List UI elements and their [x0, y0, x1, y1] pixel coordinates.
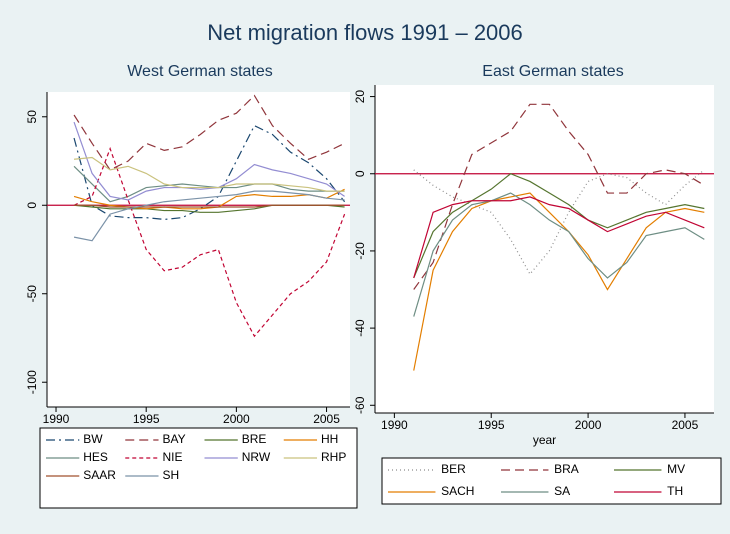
series-line: [73, 165, 345, 203]
series-line: [74, 204, 345, 208]
y-tick-label: 0: [25, 202, 39, 209]
y-tick-label: 20: [353, 90, 367, 104]
series-line: [73, 156, 345, 192]
legend-label: SH: [162, 468, 179, 482]
plot-area: [47, 92, 350, 407]
y-tick-label: -20: [353, 242, 367, 260]
legend-label: TH: [667, 484, 683, 498]
x-tick-label: 1990: [381, 418, 408, 432]
legend-label: RHP: [321, 450, 346, 464]
legend-label: BER: [441, 462, 466, 476]
legend-box: [381, 457, 722, 505]
legend-label: NIE: [162, 450, 182, 464]
legend-label: HH: [321, 432, 338, 446]
series-line: [73, 188, 345, 210]
x-tick-label: 1995: [133, 412, 160, 426]
x-tick-label: 1990: [43, 412, 70, 426]
x-tick-label: 2000: [223, 412, 250, 426]
series-line: [73, 121, 345, 201]
series-line: [413, 192, 705, 371]
legend-label: BW: [83, 432, 103, 446]
y-tick-label: -40: [353, 319, 367, 337]
plot-area: [375, 85, 714, 413]
y-tick-label: 50: [25, 110, 39, 124]
series-line: [73, 124, 346, 221]
x-tick-label: 2005: [313, 412, 340, 426]
legend-label: MV: [667, 462, 685, 476]
legend-label: NRW: [242, 450, 271, 464]
legend-label: BRA: [554, 462, 579, 476]
y-tick-label: 0: [353, 170, 367, 177]
series-line: [73, 190, 345, 242]
series-line: [73, 94, 345, 171]
legend-label: SAAR: [83, 468, 116, 482]
series-line: [413, 173, 705, 279]
y-tick-label: -60: [353, 396, 367, 414]
series-line: [413, 192, 705, 317]
x-axis-label: year: [533, 433, 556, 447]
legend-label: BAY: [162, 432, 185, 446]
x-tick-label: 1995: [478, 418, 505, 432]
legend-label: SA: [554, 484, 570, 498]
legend-label: SACH: [441, 484, 474, 498]
panel-title: West German states: [127, 63, 273, 80]
series-line: [73, 146, 346, 338]
chart-title: Net migration flows 1991 – 2006: [207, 20, 523, 45]
legend-label: BRE: [242, 432, 267, 446]
series-line: [413, 103, 705, 290]
legend-label: HES: [83, 450, 108, 464]
series-line: [413, 196, 705, 279]
x-tick-label: 2000: [575, 418, 602, 432]
series-line: [413, 169, 705, 276]
legend-box: [39, 427, 358, 509]
y-tick-label: -100: [25, 370, 39, 394]
x-tick-label: 2005: [672, 418, 699, 432]
panel-title: East German states: [482, 63, 623, 80]
y-tick-label: -50: [25, 285, 39, 303]
